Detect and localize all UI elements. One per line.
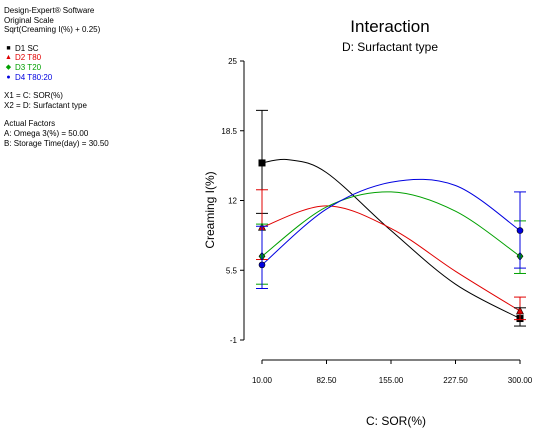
series-curve bbox=[261, 178, 521, 266]
software-name: Design-Expert® Software bbox=[4, 6, 95, 15]
legend-marker-triangle: ▲ bbox=[5, 54, 12, 62]
x-tick-label: 82.50 bbox=[316, 376, 337, 385]
y-tick-label: 18.5 bbox=[221, 127, 237, 136]
markers bbox=[256, 109, 526, 327]
chart-title: Interaction bbox=[350, 17, 429, 36]
series-curve bbox=[261, 205, 521, 312]
legend-item: ▲ D2 T80 bbox=[4, 53, 109, 63]
legend-label: D1 SC bbox=[15, 43, 39, 53]
curves bbox=[261, 158, 521, 319]
data-point-square bbox=[258, 159, 266, 167]
axes: -1 5.5 12 18.5 25 10.00 82.50 155.00 227.50 300.0… bbox=[221, 57, 532, 385]
series-curve bbox=[261, 191, 521, 257]
y-tick-label: -1 bbox=[230, 336, 238, 345]
legend-label: D2 T80 bbox=[15, 53, 42, 63]
legend-item: ● D4 T80:20 bbox=[4, 73, 109, 83]
legend-marker-circle: ● bbox=[6, 73, 11, 81]
y-tick-label: 25 bbox=[228, 57, 237, 66]
legend: ■ D1 SC ▲ D2 T80 ◆ D3 T20 ● D4 T80:20 bbox=[4, 44, 109, 82]
y-tick-label: 5.5 bbox=[226, 266, 238, 275]
y-tick-label: 12 bbox=[228, 197, 237, 206]
transform-label: Sqrt(Creaming I(%) + 0.25) bbox=[4, 25, 101, 35]
data-point-triangle bbox=[516, 306, 524, 315]
scale-label: Original Scale bbox=[4, 15, 54, 25]
x-tick-label: 300.00 bbox=[508, 376, 533, 385]
legend-item: ■ D1 SC bbox=[4, 44, 109, 54]
actual-factor-a: A: Omega 3(%) = 50.00 bbox=[4, 128, 89, 138]
legend-marker-diamond: ◆ bbox=[5, 63, 12, 71]
data-point-circle bbox=[516, 227, 524, 234]
actual-factor-b: B: Storage Time(day) = 30.50 bbox=[4, 138, 109, 148]
x-tick-label: 227.50 bbox=[443, 376, 468, 385]
x-axis-label: C: SOR(%) bbox=[366, 414, 426, 428]
x2-factor: X2 = D: Surfactant type bbox=[4, 100, 87, 110]
legend-item: ◆ D3 T20 bbox=[4, 63, 109, 73]
actual-factors-title: Actual Factors bbox=[4, 119, 56, 129]
legend-label: D3 T20 bbox=[15, 62, 42, 72]
chart-subtitle: D: Surfactant type bbox=[342, 40, 438, 54]
x-tick-label: 10.00 bbox=[252, 376, 273, 385]
legend-marker-square: ■ bbox=[6, 44, 11, 52]
data-point-circle bbox=[258, 261, 266, 269]
y-axis-label: Creaming I(%) bbox=[203, 171, 217, 248]
legend-label: D4 T80:20 bbox=[15, 72, 53, 82]
info-panel: Design-Expert® Software Original Scale S… bbox=[4, 6, 109, 148]
x-tick-label: 155.00 bbox=[379, 376, 404, 385]
series-curve bbox=[261, 158, 521, 319]
x1-factor: X1 = C: SOR(%) bbox=[4, 91, 63, 101]
